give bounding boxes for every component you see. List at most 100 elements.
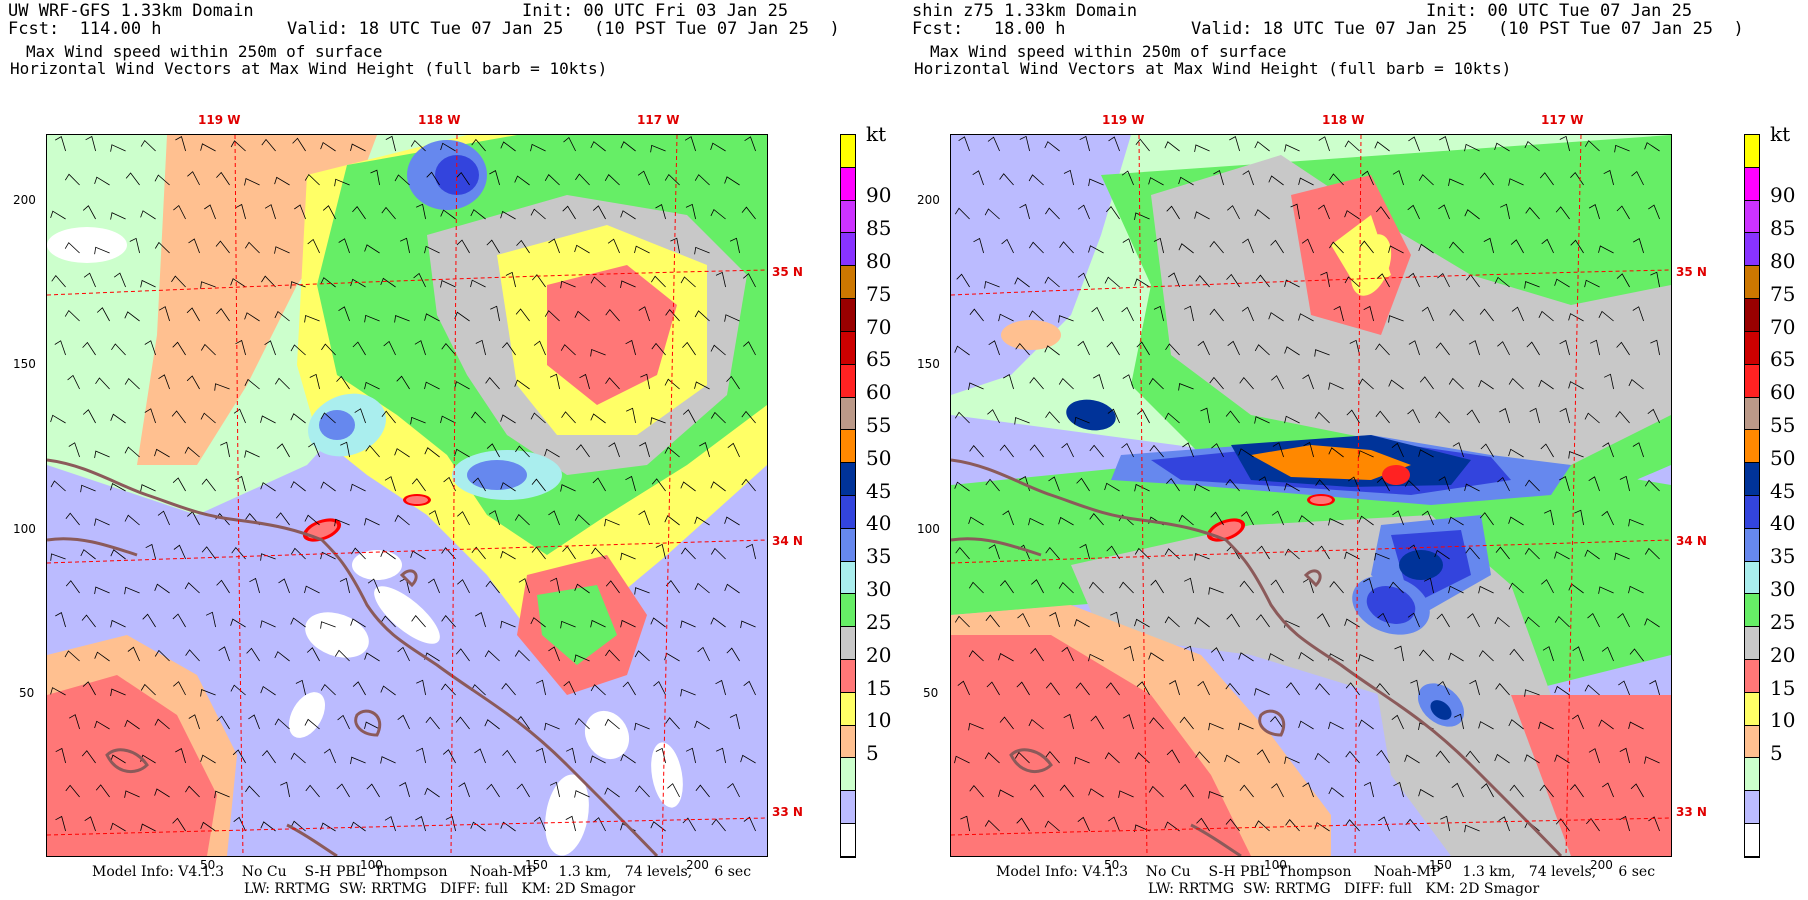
colorbar-label: 30 <box>866 577 892 602</box>
wind-speed-contour <box>47 675 217 856</box>
wind-barb <box>626 407 636 424</box>
wind-barb <box>1169 680 1180 696</box>
wind-barb <box>457 579 470 594</box>
wind-barb <box>635 785 650 798</box>
wind-barb <box>1148 785 1164 798</box>
wind-barb <box>500 550 516 560</box>
wind-barb <box>620 552 636 561</box>
wind-barb <box>682 817 696 832</box>
wind-barb <box>1568 381 1584 390</box>
wind-barb <box>695 784 710 798</box>
y-tick-200: 200 <box>13 193 36 207</box>
wind-barb <box>339 577 350 594</box>
wind-barb <box>1588 476 1600 492</box>
wind-barb <box>531 478 546 492</box>
wind-barb <box>220 441 230 458</box>
wind-barb <box>1000 580 1014 594</box>
wind-barb <box>445 815 456 832</box>
wind-barb <box>1182 442 1194 458</box>
wind-barb <box>1258 476 1270 492</box>
colorbar-unit: kt <box>866 122 887 146</box>
wind-barb <box>1298 651 1314 662</box>
wind-barb <box>590 684 606 696</box>
wind-barb <box>426 171 440 186</box>
wind-barb <box>428 510 440 526</box>
wind-barb <box>384 476 396 492</box>
wind-barb <box>200 821 216 832</box>
wind-barb <box>290 752 306 764</box>
wind-barb <box>1194 483 1210 492</box>
wind-barb <box>984 280 1000 289</box>
wind-barb <box>1508 377 1524 390</box>
map-canvas <box>951 135 1671 856</box>
coastline <box>47 537 138 557</box>
wind-barb <box>425 716 440 730</box>
wind-barb <box>1328 447 1344 458</box>
wind-barb <box>364 244 380 254</box>
colorbar-label: 55 <box>1770 412 1796 437</box>
wind-barb <box>81 750 96 764</box>
wind-barb <box>364 381 380 390</box>
wind-barb <box>1328 518 1344 526</box>
colorbar-swatch <box>1745 791 1759 825</box>
wind-barb <box>154 583 170 594</box>
wind-barb <box>743 341 756 356</box>
init-time: Init: 00 UTC Fri 03 Jan 25 <box>522 1 789 21</box>
wind-barb <box>472 477 486 492</box>
wind-speed-contour <box>537 585 617 665</box>
wind-barb <box>110 413 126 424</box>
wind-barb <box>427 578 440 594</box>
wind-barb <box>230 278 246 288</box>
wind-barb <box>634 650 650 662</box>
wind-barb <box>634 722 650 731</box>
wind-barb <box>489 170 500 186</box>
colorbar-label: 10 <box>866 708 892 733</box>
wind-barb <box>216 171 230 186</box>
wind-barb <box>998 313 1014 322</box>
wind-speed-contour <box>1366 586 1416 624</box>
wind-barb <box>694 246 710 255</box>
wind-barb <box>1197 680 1210 696</box>
wind-barb <box>1268 653 1284 662</box>
wind-barb <box>367 578 380 594</box>
wind-barb <box>590 619 606 628</box>
wind-barb <box>1410 679 1420 696</box>
wind-barb <box>230 684 246 696</box>
wind-barb <box>94 246 110 255</box>
wind-barb <box>727 782 740 798</box>
wind-barb <box>1314 349 1330 357</box>
wind-barb <box>1303 441 1314 458</box>
wind-barb <box>1168 272 1180 288</box>
wind-barb <box>274 310 290 322</box>
wind-barb <box>1479 172 1494 186</box>
wind-barb <box>415 816 426 832</box>
wind-barb <box>1498 816 1510 832</box>
wind-barb <box>455 648 470 662</box>
lon-119w-line <box>1138 135 1148 856</box>
wind-barb <box>1089 444 1104 458</box>
wind-barb <box>1121 442 1134 458</box>
wind-barb <box>140 210 156 220</box>
wind-barb <box>1107 408 1120 424</box>
wind-barb <box>290 281 306 289</box>
colorbar-label: 75 <box>866 281 892 306</box>
wind-barb <box>244 178 260 186</box>
colorbar-swatch <box>1745 692 1759 726</box>
wind-barb <box>637 170 650 186</box>
wind-speed-contour <box>547 265 677 405</box>
wind-barb <box>200 281 216 289</box>
wind-barb <box>320 481 336 492</box>
wind-barb <box>1404 479 1420 492</box>
wind-barb <box>1494 276 1510 288</box>
left-panel: UW WRF-GFS 1.33km Domain Init: 00 UTC Fr… <box>8 1 892 898</box>
wind-barb <box>1388 315 1404 323</box>
wind-barb <box>697 646 710 662</box>
wind-barb <box>85 135 96 152</box>
wind-barb <box>55 612 66 628</box>
colorbar-swatch <box>1745 561 1759 595</box>
wind-barb <box>1077 272 1090 288</box>
wind-barb <box>1238 652 1254 662</box>
wind-barb <box>972 170 984 186</box>
wind-barb <box>1290 203 1300 220</box>
y-tick-150: 150 <box>917 357 940 371</box>
